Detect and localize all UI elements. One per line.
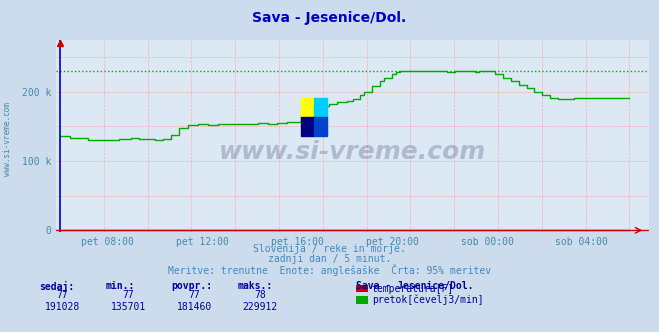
- Text: 77: 77: [123, 290, 134, 300]
- Text: maks.:: maks.:: [237, 281, 272, 290]
- Bar: [301, 98, 314, 117]
- Text: pretok[čevelj3/min]: pretok[čevelj3/min]: [372, 295, 483, 305]
- Bar: [301, 117, 314, 136]
- Text: sedaj:: sedaj:: [40, 281, 74, 291]
- Text: temperatura[F]: temperatura[F]: [372, 284, 454, 293]
- Text: Slovenija / reke in morje.: Slovenija / reke in morje.: [253, 244, 406, 254]
- Bar: [314, 98, 327, 117]
- Bar: [314, 117, 327, 136]
- Text: Meritve: trenutne  Enote: anglešaške  Črta: 95% meritev: Meritve: trenutne Enote: anglešaške Črta…: [168, 264, 491, 276]
- Text: Sava - Jesenice/Dol.: Sava - Jesenice/Dol.: [356, 281, 473, 290]
- Text: min.:: min.:: [105, 281, 135, 290]
- Text: www.si-vreme.com: www.si-vreme.com: [3, 103, 13, 176]
- Text: www.si-vreme.com: www.si-vreme.com: [219, 139, 486, 164]
- Text: 135701: 135701: [111, 302, 146, 312]
- Text: povpr.:: povpr.:: [171, 281, 212, 290]
- Text: 77: 77: [57, 290, 69, 300]
- Text: 229912: 229912: [243, 302, 278, 312]
- Text: 191028: 191028: [45, 302, 80, 312]
- Text: 78: 78: [254, 290, 266, 300]
- Text: 181460: 181460: [177, 302, 212, 312]
- Text: 77: 77: [188, 290, 200, 300]
- Text: Sava - Jesenice/Dol.: Sava - Jesenice/Dol.: [252, 11, 407, 25]
- Text: zadnji dan / 5 minut.: zadnji dan / 5 minut.: [268, 254, 391, 264]
